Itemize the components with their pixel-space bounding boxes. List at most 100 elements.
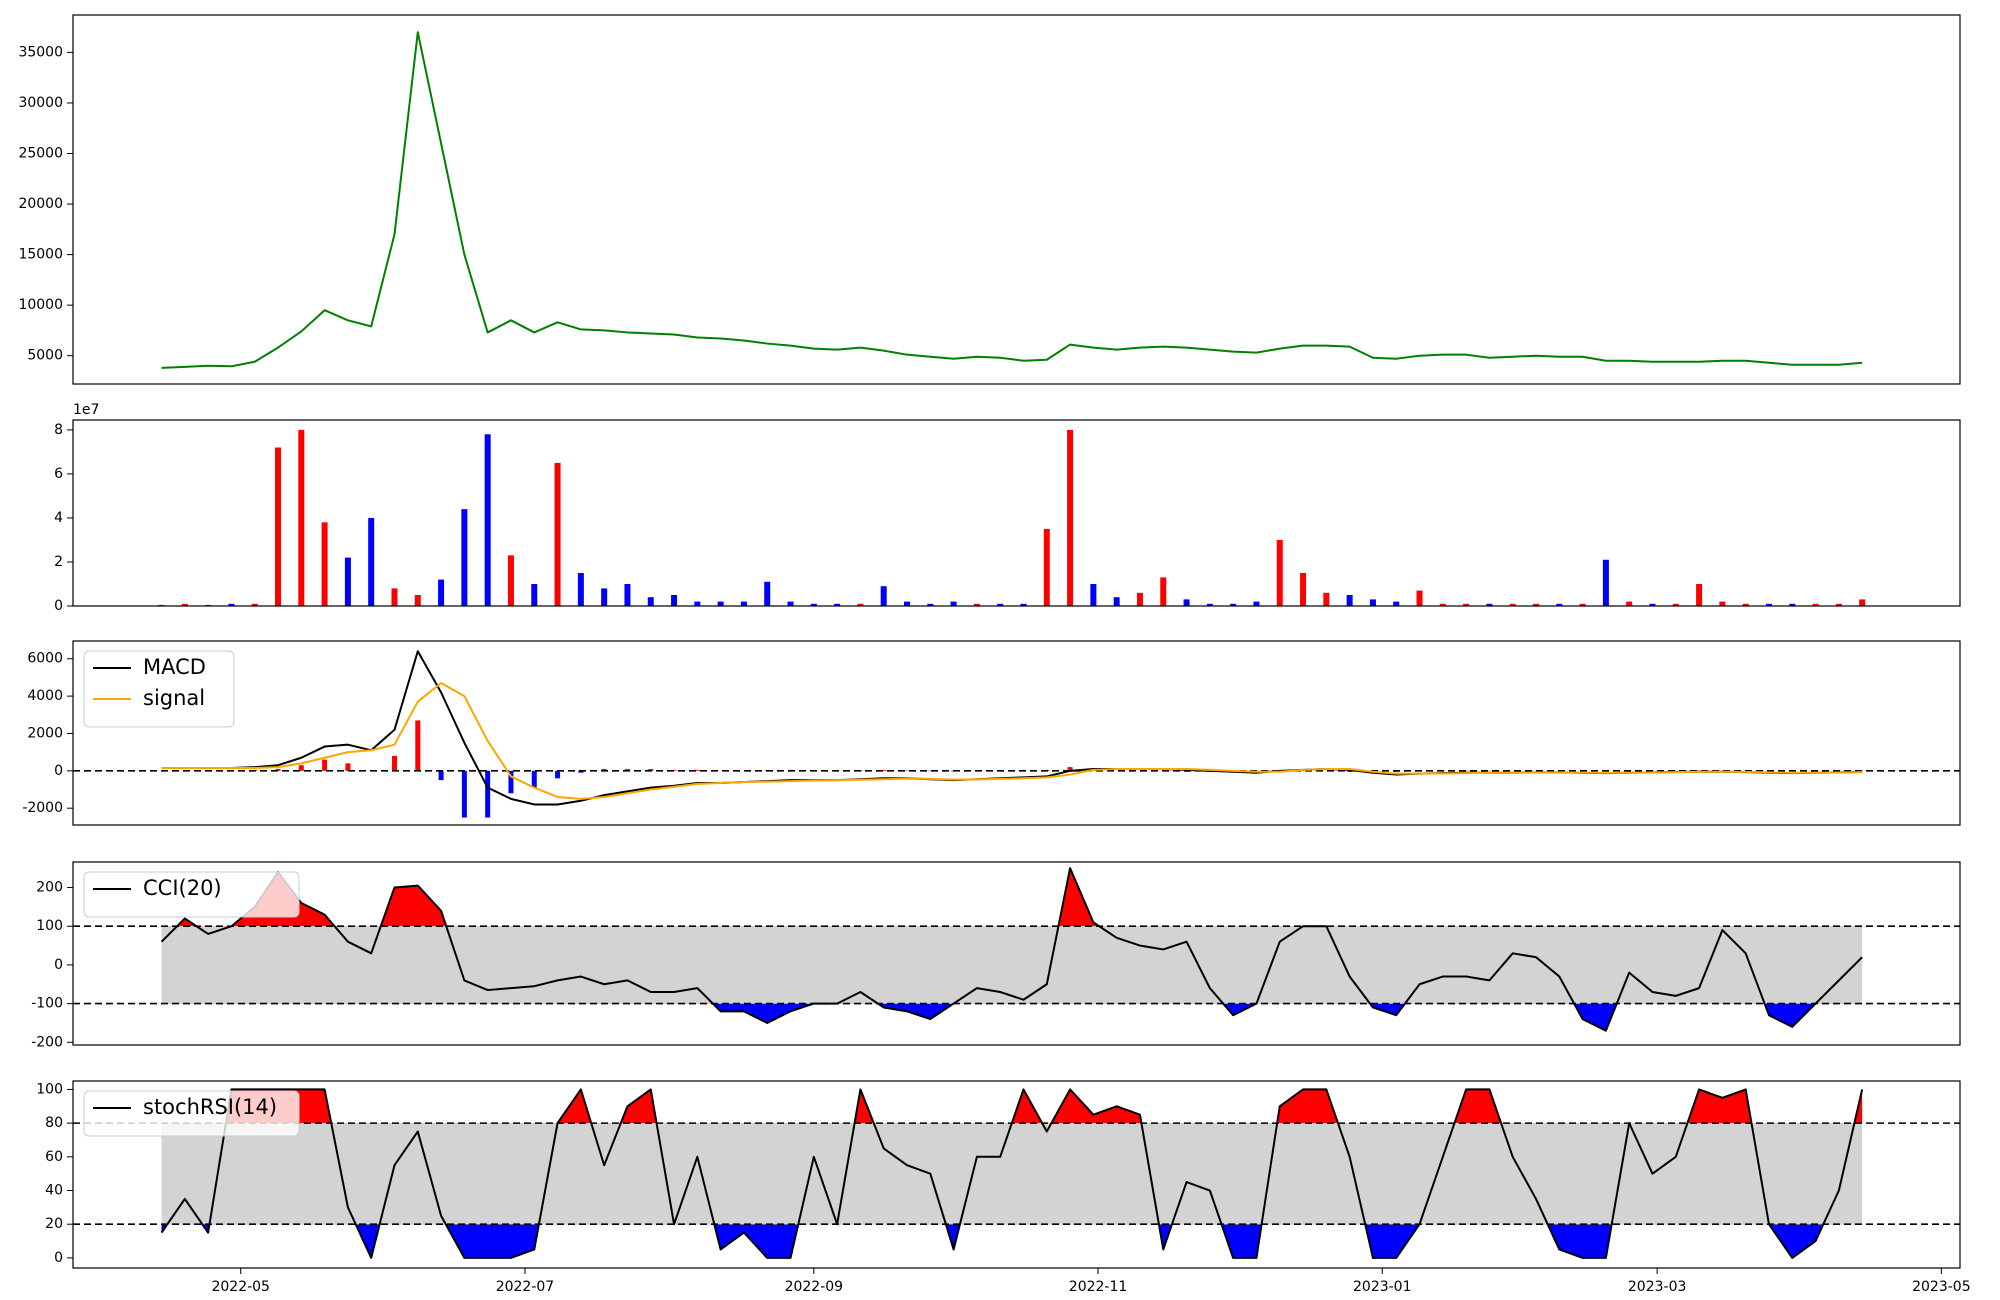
volume-bar [1579,603,1586,606]
histogram-bar [275,768,281,771]
volume-bar [438,579,445,606]
volume-bar [1160,577,1167,606]
y-tick-label: 8 [54,422,63,438]
volume-bar [507,555,514,606]
histogram-bar [461,770,467,818]
y-tick-label: 100 [36,1081,63,1097]
volume-bar [414,594,421,606]
volume-bar [1859,599,1866,606]
volume-bar [787,601,794,606]
series-line [160,1088,1864,1259]
y-tick-label: 0 [54,957,63,973]
y-tick-label: -200 [31,1034,63,1050]
volume-bar [1253,601,1260,606]
volume-bar [950,601,957,606]
neutral-band [161,1123,1863,1225]
volume-bar [1602,559,1609,606]
volume-bar [904,601,911,606]
volume-bar [694,601,701,606]
volume-bar [1463,603,1470,606]
volume-bar [1835,603,1842,606]
volume-bar [834,603,841,606]
volume-bar [647,597,654,606]
volume-bar [1439,603,1446,606]
y-tick-label: 35000 [18,44,63,60]
histogram-bar [578,770,584,773]
x-tick-label: 2023-01 [1353,1279,1412,1295]
x-tick-label: 2023-03 [1628,1279,1687,1295]
histogram-bar [671,769,677,771]
y-tick-label: -2000 [22,800,63,816]
x-tick-label: 2022-09 [785,1279,844,1295]
legend-label: CCI(20) [143,876,222,900]
volume-bar [810,603,817,606]
offset-label: 1e7 [73,402,99,418]
volume-bar [1020,603,1027,606]
y-tick-label: 4000 [27,688,63,704]
volume-bar [1393,601,1400,606]
legend-label: MACD [143,655,206,679]
volume-bar [1533,603,1540,606]
y-tick-label: 10000 [18,297,63,313]
volume-bar [1626,601,1633,606]
x-tick-label: 2023-05 [1912,1279,1971,1295]
histogram-bar [391,755,397,771]
above-fill [161,1089,1863,1124]
volume-bar [181,603,188,606]
volume-bar [1230,603,1237,606]
volume-bar [1369,599,1376,606]
legend-label: stochRSI(14) [143,1095,277,1119]
volume-bar [1090,583,1097,606]
histogram-bar [531,770,537,788]
volume-bar [601,588,608,606]
legend-label: signal [143,686,205,710]
histogram-bar [624,768,630,771]
volume-bar [554,462,561,606]
histogram-bar [345,763,351,771]
volume-bar [880,586,887,606]
y-tick-label: 60 [45,1149,63,1165]
plot-frame [72,861,1961,1046]
volume-bar [1276,539,1283,606]
legend-box [83,1090,300,1137]
volume-bar [1486,603,1493,606]
y-tick-label: 25000 [18,146,63,162]
series-line [161,31,1863,369]
volume-bar [1300,572,1307,606]
histogram-bar [438,770,444,781]
volume-bar [1556,603,1563,606]
neutral-band [161,926,1863,1004]
volume-bar [1649,603,1656,606]
y-tick-label: 2000 [27,725,63,741]
histogram-bar [485,770,491,818]
volume-bar [1742,603,1749,606]
volume-bar [927,603,934,606]
y-tick-label: 6000 [27,651,63,667]
volume-bar [1136,592,1143,606]
volume-bar [1789,603,1796,606]
volume-bar [275,447,282,606]
volume-bar [764,581,771,606]
volume-bar [1509,603,1516,606]
x-tick-label: 2022-07 [496,1279,555,1295]
volume-bar [531,583,538,606]
plot-frame [72,419,1961,607]
x-tick-label: 2022-05 [211,1279,270,1295]
volume-bar [298,429,305,606]
volume-bar [1812,603,1819,606]
volume-bar [321,522,328,606]
y-tick-label: 20 [45,1216,63,1232]
y-tick-label: 15000 [18,247,63,263]
histogram-bar [694,769,700,771]
y-tick-label: 20000 [18,196,63,212]
volume-bar [1323,592,1330,606]
above-fill [177,868,1100,927]
volume-bar [368,517,375,606]
volume-bar [251,603,258,606]
y-tick-label: 100 [36,918,63,934]
y-tick-label: -100 [31,996,63,1012]
histogram-bar [881,769,887,771]
volume-bar [1346,594,1353,606]
